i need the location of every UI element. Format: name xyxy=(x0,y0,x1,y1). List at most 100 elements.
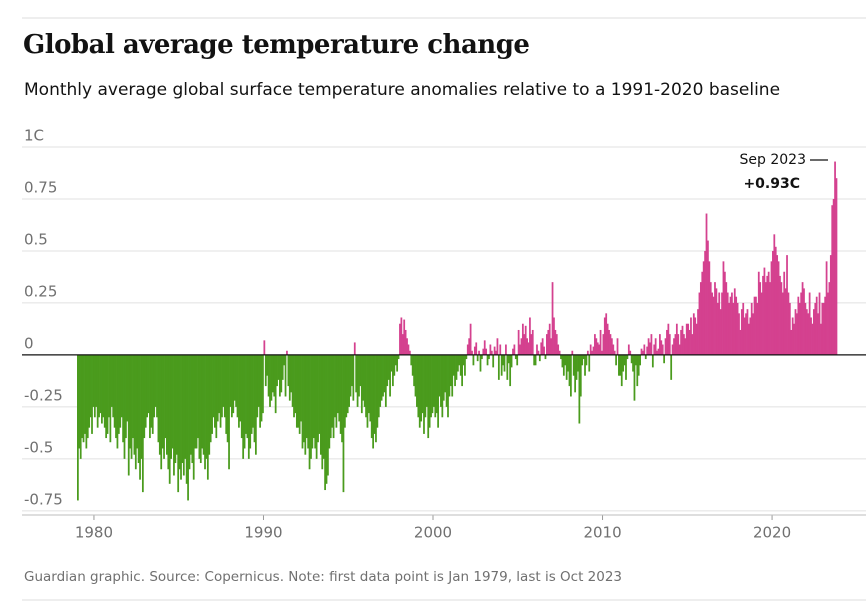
bar xyxy=(507,354,510,364)
bar xyxy=(540,342,543,355)
bar xyxy=(117,354,120,434)
bar xyxy=(485,348,488,355)
bar xyxy=(519,344,521,355)
bar xyxy=(247,354,250,459)
bar xyxy=(572,354,575,376)
bar xyxy=(325,354,328,484)
bar xyxy=(339,354,342,434)
bar xyxy=(286,350,288,355)
bar xyxy=(125,354,127,439)
bar xyxy=(814,302,817,355)
bar xyxy=(664,338,667,355)
bar xyxy=(318,354,321,434)
bar xyxy=(699,282,702,355)
bar xyxy=(293,354,295,418)
bar xyxy=(661,344,664,355)
bar xyxy=(81,354,84,439)
bar xyxy=(692,313,695,355)
bar xyxy=(574,354,577,393)
bar xyxy=(486,354,489,366)
bar xyxy=(246,354,249,439)
bar xyxy=(271,354,274,393)
x-tick-label: 2020 xyxy=(753,524,791,542)
bar xyxy=(602,334,605,355)
bar xyxy=(698,292,701,355)
bar xyxy=(827,292,829,355)
bar xyxy=(536,344,538,355)
bar xyxy=(595,338,598,355)
bar xyxy=(472,354,475,366)
bar xyxy=(408,350,411,355)
bar xyxy=(324,354,326,491)
bar xyxy=(526,338,528,355)
bar xyxy=(500,354,503,376)
bar xyxy=(307,354,310,449)
bar xyxy=(653,344,656,355)
bar xyxy=(616,338,619,355)
bar xyxy=(466,344,469,355)
bar xyxy=(77,354,79,501)
bar xyxy=(127,354,130,476)
bar xyxy=(136,354,139,449)
bar xyxy=(705,213,708,355)
bar xyxy=(565,354,568,380)
bar xyxy=(812,309,815,355)
bar xyxy=(742,302,745,355)
bar xyxy=(401,334,404,355)
bar xyxy=(240,354,243,439)
bar xyxy=(567,354,569,372)
bar xyxy=(82,354,85,443)
bar xyxy=(294,354,297,414)
bar xyxy=(384,354,387,407)
bar xyxy=(290,354,293,393)
bar xyxy=(755,296,757,355)
bar xyxy=(223,354,226,418)
bar xyxy=(637,354,640,376)
bar xyxy=(424,354,427,418)
bar xyxy=(194,354,197,449)
bar xyxy=(793,323,795,355)
bar xyxy=(431,354,434,414)
bar xyxy=(445,354,448,407)
bar xyxy=(382,354,384,397)
bar xyxy=(550,338,552,355)
bar xyxy=(733,288,736,355)
bar xyxy=(375,354,377,443)
bar xyxy=(417,354,420,418)
x-tick-label: 2000 xyxy=(414,524,452,542)
bar xyxy=(656,350,658,355)
bar xyxy=(423,354,425,434)
bar xyxy=(295,354,298,428)
bar xyxy=(564,354,567,366)
bar xyxy=(214,354,216,428)
bar xyxy=(810,317,812,355)
bar xyxy=(396,354,399,372)
bar xyxy=(338,354,341,422)
bar xyxy=(461,354,464,387)
bar xyxy=(386,354,389,387)
bar xyxy=(359,354,362,387)
bar xyxy=(416,354,418,407)
bar xyxy=(831,205,834,355)
bar xyxy=(668,334,671,355)
bar xyxy=(675,323,678,355)
bar xyxy=(718,292,721,355)
bar xyxy=(356,354,359,407)
bar xyxy=(828,282,831,355)
bar xyxy=(811,323,814,355)
bar xyxy=(748,323,750,355)
bar xyxy=(201,354,204,449)
bar xyxy=(363,354,366,407)
bar xyxy=(502,354,504,366)
bar xyxy=(688,329,691,355)
bar xyxy=(106,354,109,434)
bar xyxy=(732,302,735,355)
bar xyxy=(98,354,100,418)
bar xyxy=(236,354,239,418)
bar xyxy=(112,354,115,418)
bar xyxy=(544,354,547,360)
bar xyxy=(208,354,211,455)
bar xyxy=(260,354,263,422)
bar xyxy=(619,354,622,376)
y-tick-label: -0.5 xyxy=(24,438,53,456)
